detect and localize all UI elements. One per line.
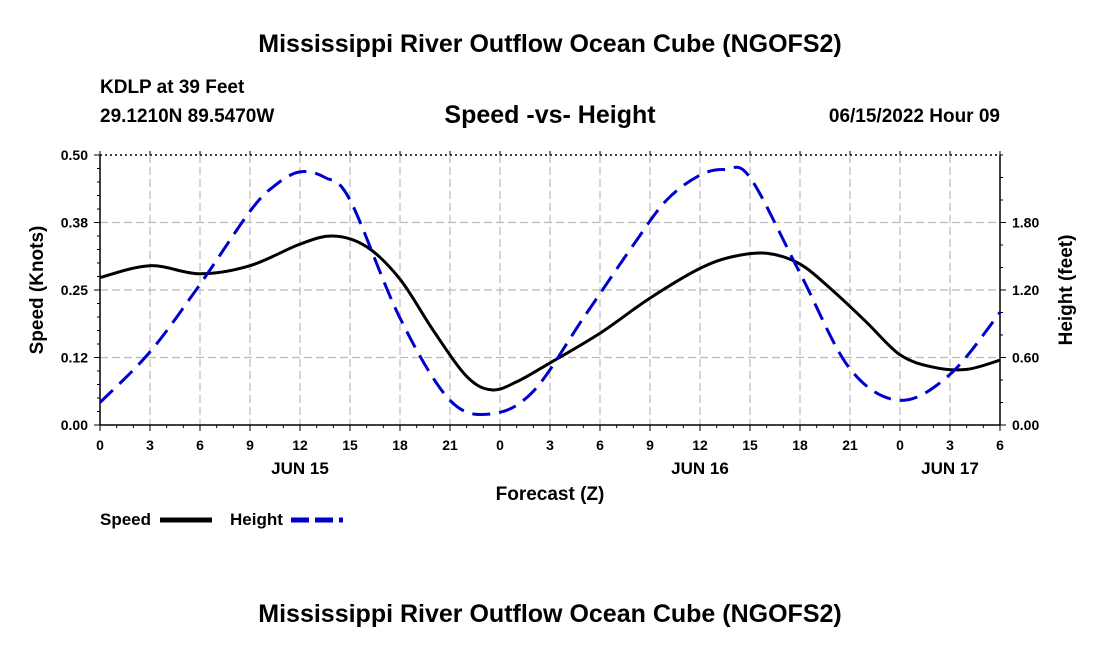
legend-label-speed: Speed: [100, 510, 151, 529]
series-line-height: [98, 165, 1002, 417]
forecast-date: 06/15/2022 Hour 09: [828, 106, 1000, 127]
x-tick-label: 18: [392, 437, 408, 453]
y2-tick-label: 0.60: [1012, 350, 1039, 366]
x-tick-label: 0: [96, 437, 104, 453]
x-tick-label: 21: [442, 437, 458, 453]
y-tick-label: 0.12: [61, 350, 88, 366]
x-tick-label: 15: [742, 437, 758, 453]
x-tick-label: 3: [546, 437, 554, 453]
x-tick-label: 0: [496, 437, 504, 453]
main-title-repeat: Mississippi River Outflow Ocean Cube (NG…: [258, 600, 842, 628]
x-tick-label: 9: [646, 437, 654, 453]
x-tick-label: 6: [996, 437, 1004, 453]
x-tick-label: 6: [596, 437, 604, 453]
x-tick-label: 15: [342, 437, 358, 453]
x-tick-label: 21: [842, 437, 858, 453]
y-tick-label: 0.25: [61, 282, 88, 298]
x-tick-label: 0: [896, 437, 904, 453]
y-axis-title: Speed (Knots): [27, 226, 48, 355]
x-tick-label: 12: [692, 437, 708, 453]
x-tick-label: 6: [196, 437, 204, 453]
x-tick-label: 18: [792, 437, 808, 453]
main-title: Mississippi River Outflow Ocean Cube (NG…: [258, 30, 842, 58]
x-tick-label: 12: [292, 437, 308, 453]
y2-tick-label: 1.80: [1012, 215, 1039, 231]
y2-tick-label: 1.20: [1012, 282, 1039, 298]
x-tick-label: 9: [246, 437, 254, 453]
date-label: JUN 17: [921, 459, 979, 478]
date-label: JUN 15: [271, 459, 329, 478]
x-tick-label: 3: [146, 437, 154, 453]
legend-label-height: Height: [230, 510, 283, 529]
y-tick-label: 0.00: [61, 417, 88, 433]
x-axis-title: Forecast (Z): [496, 484, 605, 505]
y-tick-label: 0.50: [61, 147, 88, 163]
chart-subtitle: Speed -vs- Height: [444, 101, 656, 129]
y2-tick-label: 0.00: [1012, 417, 1039, 433]
date-label: JUN 16: [671, 459, 729, 478]
y-tick-label: 0.38: [61, 215, 88, 231]
station-label: KDLP at 39 Feet: [100, 77, 245, 98]
x-tick-label: 3: [946, 437, 954, 453]
y2-axis-title: Height (feet): [1056, 235, 1077, 346]
coordinates-label: 29.1210N 89.5470W: [100, 106, 275, 127]
series-line-speed: [99, 234, 1001, 392]
